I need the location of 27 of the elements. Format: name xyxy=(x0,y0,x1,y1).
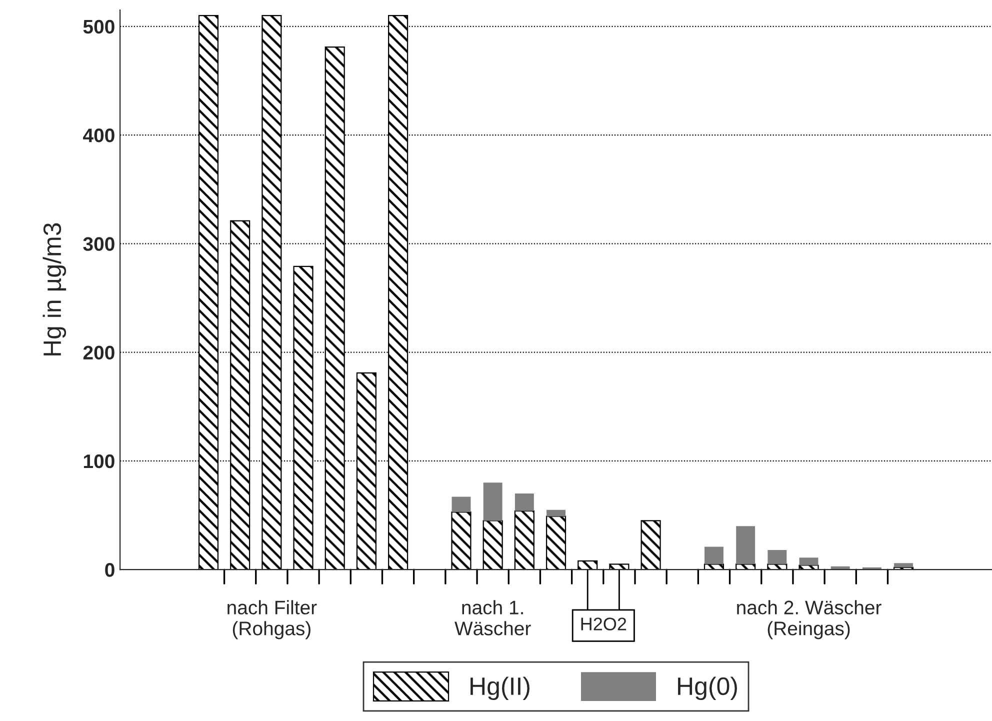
bar xyxy=(451,511,472,570)
bar xyxy=(546,516,566,570)
bar xyxy=(640,520,661,570)
y-tick-label: 0 xyxy=(105,563,114,577)
y-tick-label: 400 xyxy=(83,128,114,142)
bar xyxy=(482,520,503,570)
legend-label: Hg(0) xyxy=(678,676,737,700)
bar xyxy=(546,510,566,516)
bar xyxy=(799,558,818,566)
legend-label: Hg(II) xyxy=(470,676,530,700)
bar xyxy=(894,563,914,568)
text: H2O2 xyxy=(581,618,626,630)
bar xyxy=(514,510,534,570)
y-tick-label: 100 xyxy=(84,454,114,468)
bar xyxy=(452,496,471,512)
bar xyxy=(768,550,787,564)
bar xyxy=(483,482,502,521)
bar xyxy=(514,494,534,511)
y-tick-label: 200 xyxy=(83,346,114,360)
x-tick-label: nach 2. Wäscher (Reingas) xyxy=(737,600,882,640)
bar xyxy=(704,546,724,564)
x-tick-label: nach 1. Wäscher xyxy=(454,600,531,636)
y-tick-label: 500 xyxy=(83,20,114,34)
x-tick-label: nach Filter (Rohgas) xyxy=(228,600,317,640)
y-axis-title: Hg in µg/m3 xyxy=(42,223,66,356)
bar xyxy=(736,526,756,564)
y-tick-label: 300 xyxy=(83,237,114,251)
